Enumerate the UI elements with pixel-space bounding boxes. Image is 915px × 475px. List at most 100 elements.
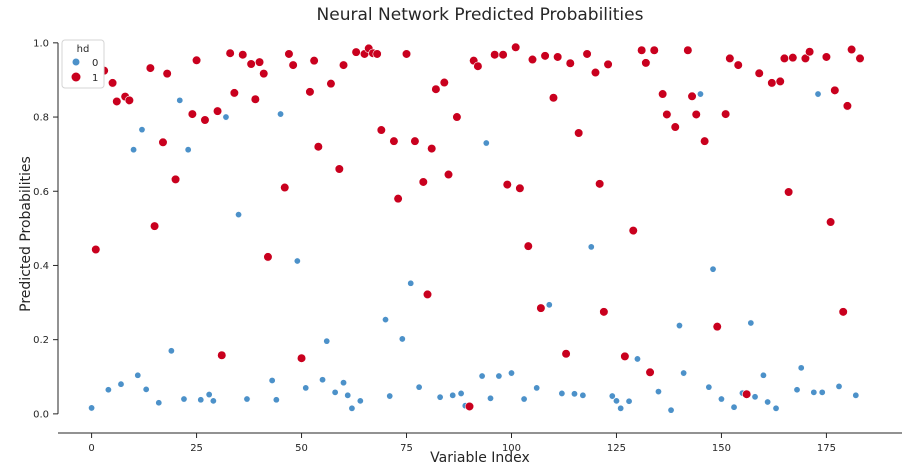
- data-point-series-0: [134, 371, 142, 379]
- data-points: [88, 42, 865, 414]
- data-point-series-1: [372, 49, 382, 59]
- data-point-series-1: [170, 174, 181, 184]
- x-tick-label: 100: [502, 443, 521, 454]
- data-point-series-0: [675, 322, 683, 330]
- data-point-series-0: [835, 382, 843, 390]
- data-point-series-1: [662, 109, 672, 120]
- y-axis: 0.0 0.2 0.4 0.6 0.8 1.0: [33, 38, 59, 420]
- data-point-series-1: [855, 53, 865, 64]
- data-point-series-0: [759, 371, 767, 379]
- data-point-series-1: [225, 48, 235, 58]
- data-point-series-0: [633, 355, 641, 363]
- data-point-series-0: [340, 379, 348, 387]
- legend-marker-series-1: [71, 72, 81, 82]
- data-point-series-1: [788, 53, 798, 63]
- legend-marker-series-0: [72, 58, 80, 66]
- data-point-series-1: [410, 136, 420, 146]
- data-point-series-0: [88, 404, 96, 412]
- data-point-series-0: [277, 110, 285, 118]
- data-point-series-1: [464, 401, 475, 412]
- data-point-series-1: [498, 50, 508, 60]
- legend-label-series-1: 1: [92, 73, 98, 84]
- data-point-series-1: [670, 122, 680, 132]
- data-point-series-1: [511, 42, 521, 52]
- data-point-series-1: [847, 44, 857, 55]
- data-point-series-1: [443, 169, 454, 180]
- data-point-series-1: [830, 85, 840, 95]
- x-tick-label: 50: [295, 443, 308, 454]
- data-point-series-0: [696, 90, 704, 98]
- data-point-series-1: [401, 49, 412, 59]
- data-point-series-0: [382, 316, 390, 324]
- data-point-series-1: [725, 53, 735, 64]
- data-point-series-0: [386, 392, 394, 400]
- chart-title: Neural Network Predicted Probabilities: [317, 5, 644, 25]
- data-point-series-0: [709, 265, 717, 273]
- data-point-series-0: [104, 386, 112, 394]
- data-point-series-1: [309, 56, 319, 66]
- data-point-series-1: [590, 67, 601, 78]
- data-point-series-0: [667, 406, 675, 414]
- data-point-series-0: [612, 397, 620, 405]
- data-point-series-0: [751, 393, 759, 401]
- y-tick-label: 0.8: [33, 113, 49, 124]
- legend: hd 0 1: [61, 39, 105, 89]
- data-point-series-1: [439, 77, 449, 88]
- data-point-series-0: [764, 398, 772, 406]
- legend-title: hd: [77, 44, 90, 55]
- data-point-series-0: [705, 383, 713, 391]
- data-point-series-1: [574, 128, 584, 138]
- data-point-series-1: [527, 54, 538, 65]
- data-point-series-0: [654, 388, 662, 396]
- data-point-series-1: [187, 109, 197, 119]
- data-point-series-0: [486, 394, 494, 402]
- data-point-series-1: [536, 303, 546, 313]
- data-point-series-1: [805, 47, 815, 57]
- data-point-series-1: [767, 78, 777, 88]
- data-point-series-1: [775, 76, 785, 87]
- data-point-series-0: [331, 388, 339, 396]
- data-point-series-1: [238, 50, 248, 60]
- data-point-series-1: [124, 95, 134, 105]
- data-point-series-0: [356, 397, 364, 405]
- data-point-series-1: [821, 52, 832, 62]
- x-axis: 0 25 50 75 100 125 150 175: [58, 432, 902, 454]
- data-point-series-1: [376, 125, 386, 135]
- data-point-series-1: [280, 182, 290, 193]
- data-point-series-0: [570, 390, 578, 398]
- x-tick-label: 175: [817, 443, 836, 454]
- data-point-series-1: [212, 106, 223, 116]
- data-point-series-1: [603, 59, 613, 69]
- data-point-series-1: [553, 52, 563, 62]
- y-tick-label: 1.0: [33, 38, 49, 49]
- y-tick-label: 0.0: [33, 409, 49, 420]
- data-point-series-0: [398, 335, 406, 343]
- data-point-series-0: [180, 395, 188, 403]
- data-point-series-0: [209, 397, 217, 405]
- data-point-series-0: [197, 396, 205, 404]
- data-point-series-1: [800, 53, 811, 64]
- data-point-series-0: [243, 395, 251, 403]
- data-point-series-0: [176, 96, 184, 104]
- data-point-series-1: [784, 187, 794, 197]
- data-point-series-0: [772, 404, 780, 412]
- data-point-series-0: [302, 384, 310, 392]
- data-point-series-1: [561, 349, 571, 359]
- data-point-series-1: [779, 53, 790, 64]
- data-point-series-0: [579, 391, 587, 399]
- data-point-series-1: [645, 367, 655, 377]
- data-point-series-0: [130, 146, 138, 154]
- data-point-series-1: [259, 69, 269, 79]
- data-point-series-1: [254, 57, 265, 67]
- data-point-series-0: [520, 395, 528, 403]
- data-point-series-1: [826, 217, 836, 227]
- data-point-series-1: [649, 45, 659, 55]
- data-point-series-1: [431, 84, 441, 94]
- data-point-series-0: [235, 211, 243, 219]
- data-point-series-0: [810, 388, 818, 396]
- data-point-series-0: [730, 403, 738, 411]
- data-point-series-1: [620, 351, 630, 361]
- data-point-series-0: [205, 391, 213, 399]
- data-point-series-0: [184, 146, 192, 154]
